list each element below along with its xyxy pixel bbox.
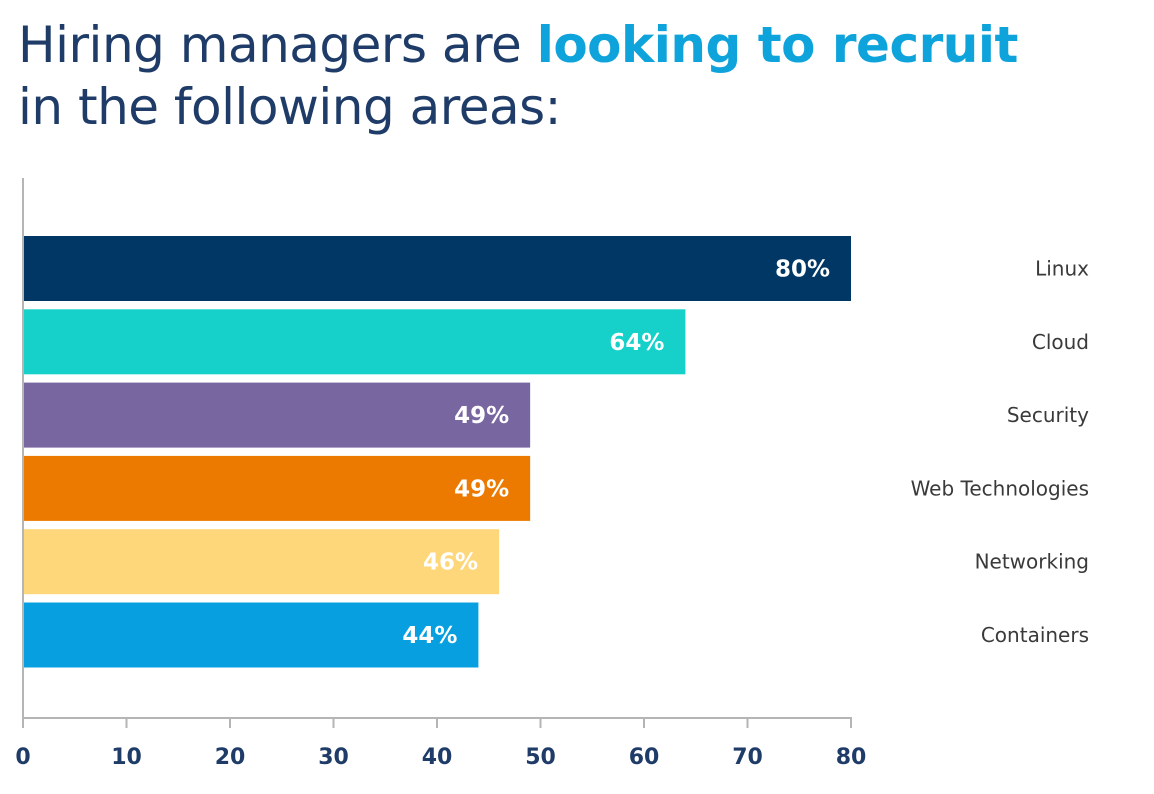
bar-web-technologies [23, 455, 531, 521]
bar-value-label: 49% [454, 403, 509, 429]
x-tick-label: 40 [422, 745, 453, 770]
x-tick-label: 10 [111, 745, 142, 770]
x-tick-label: 80 [836, 745, 867, 770]
x-tick-label: 30 [318, 745, 349, 770]
bar-value-label: 44% [402, 623, 457, 649]
title-text: Hiring managers are [18, 16, 537, 74]
bar-security [23, 382, 531, 448]
chart-title: Hiring managers are looking to recruit i… [18, 14, 1018, 138]
title-line-1: Hiring managers are looking to recruit [18, 14, 1018, 76]
bar-containers [23, 602, 479, 668]
x-tick-label: 50 [525, 745, 556, 770]
category-label-networking: Networking [975, 550, 1089, 574]
x-tick-label: 60 [629, 745, 660, 770]
bar-value-label: 64% [609, 330, 664, 356]
category-label-security: Security [1007, 403, 1089, 427]
bar-value-label: 80% [775, 257, 830, 283]
x-tick-label: 20 [215, 745, 246, 770]
bar-value-label: 46% [423, 550, 478, 576]
category-label-cloud: Cloud [1032, 330, 1089, 354]
bar-networking [23, 529, 500, 595]
category-label-web-technologies: Web Technologies [911, 476, 1089, 500]
category-label-linux: Linux [1035, 257, 1089, 281]
bar-cloud [23, 309, 686, 375]
title-highlight: looking to recruit [536, 16, 1019, 74]
x-tick-label: 70 [732, 745, 763, 770]
category-label-containers: Containers [981, 623, 1089, 647]
bar-linux [23, 236, 851, 301]
bar-value-label: 49% [454, 476, 509, 502]
x-tick-label: 0 [15, 745, 30, 770]
title-line-2: in the following areas: [18, 78, 561, 136]
